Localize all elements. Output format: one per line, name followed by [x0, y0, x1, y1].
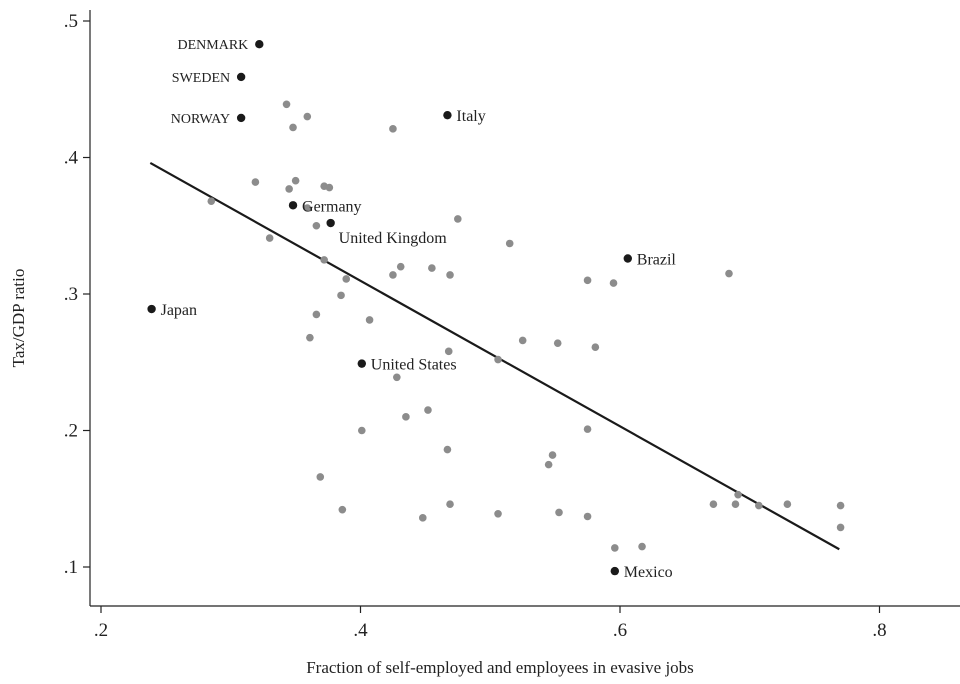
data-point — [282, 100, 291, 109]
data-point — [306, 333, 314, 342]
data-point — [609, 279, 618, 287]
data-point — [316, 473, 325, 481]
data-point — [389, 271, 397, 279]
data-point — [446, 271, 454, 279]
data-point — [402, 413, 410, 421]
data-point — [755, 501, 763, 510]
axes — [89, 10, 960, 607]
data-point — [638, 542, 646, 551]
data-point — [443, 445, 452, 454]
data-point — [494, 509, 502, 518]
point-label: United States — [371, 357, 457, 374]
point-label: United Kingdom — [339, 230, 448, 247]
data-point — [583, 425, 592, 433]
data-point — [320, 256, 328, 264]
labeled-data-point — [357, 359, 366, 368]
x-tick-label: .4 — [353, 620, 368, 641]
data-point — [518, 336, 527, 345]
data-point — [731, 500, 740, 509]
y-tick-label: .1 — [64, 557, 78, 578]
point-label: Italy — [456, 108, 485, 125]
y-ticks: .1 .2 .3 .4 .5 — [64, 11, 90, 578]
data-point — [583, 512, 592, 521]
gray-points — [207, 100, 845, 552]
labeled-data-point — [610, 566, 620, 576]
data-point — [389, 125, 397, 133]
point-label: DENMARK — [178, 38, 249, 53]
data-point — [611, 544, 619, 552]
data-point — [553, 339, 562, 347]
data-point — [544, 460, 553, 469]
x-ticks: .2 .4 .6 .8 — [94, 606, 887, 641]
labeled-data-point — [443, 110, 452, 120]
fit-line-group — [149, 162, 840, 551]
labeled-data-point — [623, 254, 632, 263]
data-point — [289, 123, 297, 132]
point-label: Brazil — [637, 252, 677, 269]
data-point — [454, 215, 462, 223]
data-point — [393, 373, 401, 382]
x-tick-label: .2 — [94, 620, 108, 641]
data-point — [325, 183, 334, 192]
labeled-data-point — [288, 201, 298, 210]
y-axis-title: Tax/GDP ratio — [9, 269, 28, 368]
labeled-points: DENMARK SWEDEN NORWAY Italy Germany United Ki… — [147, 38, 676, 581]
labeled-data-point — [255, 40, 264, 49]
data-point — [494, 355, 502, 364]
data-point — [836, 501, 845, 510]
point-label: Japan — [161, 302, 197, 319]
data-point — [251, 178, 260, 186]
x-tick-label: .6 — [613, 620, 627, 641]
labeled-data-point — [236, 72, 246, 82]
data-point — [312, 310, 321, 319]
data-point — [505, 239, 514, 248]
data-point — [291, 176, 300, 185]
point-label: SWEDEN — [172, 71, 230, 86]
x-tick-label: .8 — [872, 620, 886, 641]
data-point — [342, 275, 351, 283]
data-point — [709, 500, 718, 509]
data-point — [428, 264, 436, 272]
point-label: NORWAY — [171, 112, 230, 127]
labeled-data-point — [236, 113, 246, 123]
point-label: Mexico — [624, 564, 673, 581]
data-point — [207, 197, 216, 205]
data-point — [783, 500, 792, 509]
fit-line — [149, 162, 840, 551]
y-tick-label: .4 — [64, 148, 79, 169]
x-axis-title: Fraction of self-employed and employees … — [306, 658, 694, 677]
data-point — [303, 112, 312, 121]
data-point — [583, 276, 592, 285]
labeled-data-point — [147, 304, 156, 314]
y-tick-label: .3 — [64, 284, 78, 305]
data-point — [836, 523, 845, 532]
data-point — [312, 221, 321, 230]
data-point — [725, 269, 733, 278]
labeled-data-point — [326, 218, 335, 228]
data-point — [365, 316, 374, 324]
data-point — [424, 406, 432, 414]
y-tick-label: .5 — [64, 11, 78, 32]
y-tick-label: .2 — [64, 421, 78, 442]
data-point — [357, 426, 366, 435]
data-point — [555, 508, 563, 517]
data-point — [396, 262, 405, 271]
point-label: Germany — [302, 198, 362, 215]
data-point — [591, 343, 600, 352]
data-point — [734, 490, 742, 499]
data-point — [338, 505, 347, 514]
data-point — [337, 291, 345, 300]
data-point — [285, 185, 293, 193]
data-point — [265, 234, 274, 242]
data-point — [446, 500, 454, 509]
data-point — [303, 204, 312, 212]
data-point — [418, 514, 427, 522]
data-point — [548, 451, 557, 459]
data-point — [444, 347, 453, 356]
